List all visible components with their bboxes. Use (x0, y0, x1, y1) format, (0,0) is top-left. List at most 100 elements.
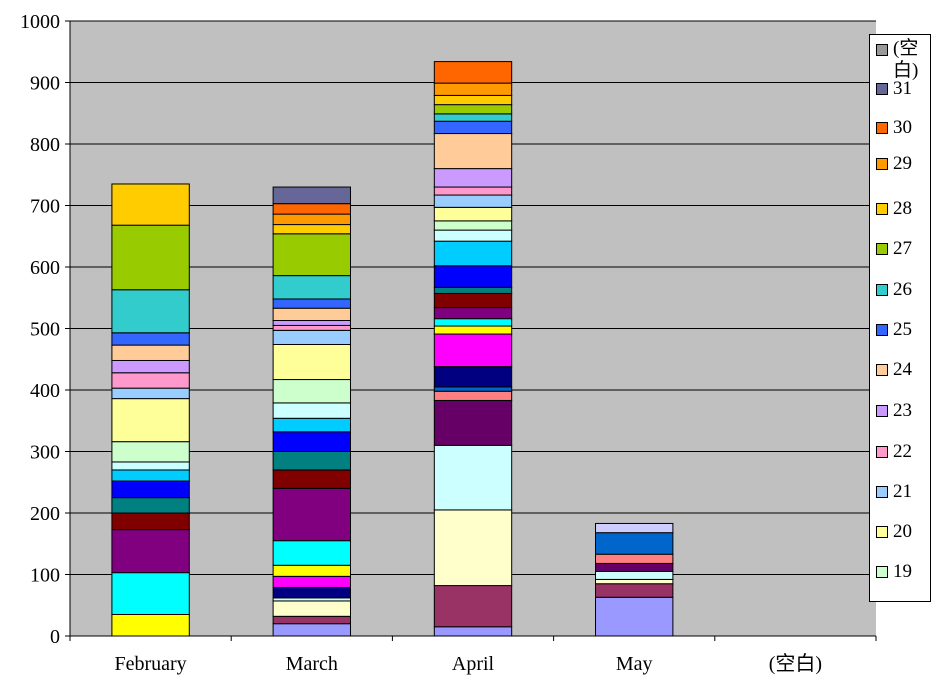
bar-segment-april-23 (433, 120, 513, 135)
bar-segment-april-16 (433, 229, 513, 242)
bar-segment-february-1 (111, 572, 190, 615)
bar-segment-april-20 (433, 186, 513, 196)
bar-segment-march-14 (272, 379, 351, 404)
legend-label-11: 21 (893, 481, 912, 502)
bar-segment-march-16 (272, 329, 351, 345)
bar-segment-february-17 (111, 183, 190, 226)
bar-segment-april-25 (433, 104, 513, 115)
bar-segment-march-4 (272, 586, 351, 599)
bar-segment-april-17 (433, 220, 513, 231)
legend-item-13: 19 (876, 561, 912, 583)
bar-segment-february-13 (111, 344, 190, 361)
bar-segment-april-12 (433, 292, 513, 309)
legend-item-5: 27 (876, 238, 912, 260)
x-category-label-3: May (616, 653, 653, 675)
bar-segment-march-7 (272, 540, 351, 566)
bars (111, 61, 674, 637)
bar-segment-february-2 (111, 529, 190, 574)
legend-item-11: 21 (876, 481, 912, 503)
y-tick-label-400: 400 (30, 380, 60, 402)
bar-segment-march-23 (272, 224, 351, 235)
legend-swatch-9 (876, 405, 888, 417)
bar-segment-february-11 (111, 372, 190, 389)
bar-segment-february-0 (111, 613, 190, 637)
bar-segment-april-27 (433, 82, 513, 96)
bar-segment-march-18 (272, 320, 351, 326)
bar-segment-april-10 (433, 318, 513, 327)
legend-item-1: 31 (876, 78, 912, 100)
bar-segment-may-7 (595, 522, 674, 534)
bar-segment-may-0 (595, 596, 674, 637)
legend: (空白) 31 30 29 28 27 26 25 24 23 22 21 20 19 (869, 34, 931, 602)
bar-segment-april-7 (433, 366, 513, 388)
bar-segment-march-20 (272, 298, 351, 309)
bar-segment-may-3 (595, 570, 674, 580)
y-tick-label-0: 0 (50, 626, 60, 648)
y-tick-label-1000: 1000 (20, 11, 60, 33)
legend-item-6: 26 (876, 279, 912, 301)
bar-segment-march-2 (272, 600, 351, 617)
y-tick-labels: 0 100 200 300 400 500 600 700 800 900 1000 (20, 11, 60, 648)
bar-segment-april-6 (433, 386, 513, 392)
legend-item-0: (空白) (876, 38, 923, 81)
bar-segment-march-1 (272, 615, 351, 625)
bar-segment-march-25 (272, 203, 351, 215)
legend-swatch-11 (876, 486, 888, 498)
legend-item-12: 20 (876, 521, 912, 543)
x-category-label-2: April (452, 653, 495, 675)
legend-label-3: 29 (893, 153, 912, 174)
bar-segment-march-12 (272, 417, 351, 433)
bar-segment-march-13 (272, 402, 351, 419)
x-category-label-0: February (114, 653, 186, 675)
bar-segment-february-3 (111, 512, 190, 531)
legend-label-2: 30 (893, 117, 912, 138)
legend-swatch-6 (876, 284, 888, 296)
legend-label-10: 22 (893, 441, 912, 462)
legend-label-13: 19 (893, 561, 912, 582)
bar-segment-april-15 (433, 240, 513, 267)
legend-swatch-10 (876, 446, 888, 458)
bar-segment-may-4 (595, 562, 674, 572)
bar-segment-february-12 (111, 359, 190, 374)
legend-item-9: 23 (876, 400, 912, 422)
bar-segment-march-19 (272, 307, 351, 322)
y-tick-label-900: 900 (30, 73, 60, 95)
legend-label-8: 24 (893, 359, 912, 380)
y-tick-label-300: 300 (30, 442, 60, 464)
bar-segment-february-4 (111, 497, 190, 514)
bar-segment-february-9 (111, 398, 190, 443)
bar-segment-may-2 (595, 578, 674, 585)
bar-segment-may-1 (595, 583, 674, 598)
bar-segment-march-26 (272, 186, 351, 205)
bar-segment-april-2 (433, 509, 513, 587)
bar-segment-february-7 (111, 461, 190, 471)
legend-swatch-2 (876, 122, 888, 134)
y-tick-label-700: 700 (30, 196, 60, 218)
legend-label-6: 26 (893, 279, 912, 300)
legend-swatch-7 (876, 324, 888, 336)
bar-segment-may-5 (595, 553, 674, 564)
bar-segment-march-11 (272, 431, 351, 453)
bar-segment-march-6 (272, 564, 351, 577)
legend-swatch-0 (876, 44, 888, 56)
x-category-labels: February March April May (空白) (114, 652, 822, 675)
legend-label-7: 25 (893, 319, 912, 340)
bar-segment-march-10 (272, 451, 351, 471)
legend-item-2: 30 (876, 117, 912, 139)
bar-segment-february-16 (111, 224, 190, 291)
legend-item-8: 24 (876, 359, 912, 381)
y-tick-label-200: 200 (30, 503, 60, 525)
bar-segment-march-8 (272, 487, 351, 542)
legend-item-7: 25 (876, 319, 912, 341)
bar-segment-march-22 (272, 233, 351, 277)
legend-label-1: 31 (893, 78, 912, 99)
y-tick-label-600: 600 (30, 257, 60, 279)
bar-segment-may-6 (595, 532, 674, 555)
x-category-label-1: March (286, 653, 338, 675)
bar-segment-april-11 (433, 307, 513, 320)
legend-item-3: 29 (876, 153, 912, 175)
legend-item-10: 22 (876, 441, 912, 463)
legend-item-4: 28 (876, 198, 912, 220)
bar-segment-april-13 (433, 286, 513, 294)
